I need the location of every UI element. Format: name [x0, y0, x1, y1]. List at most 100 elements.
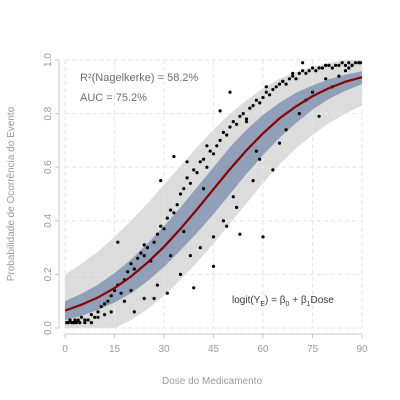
data-point	[78, 321, 82, 325]
data-point	[301, 69, 305, 73]
inner-band-area	[65, 71, 362, 320]
data-point	[165, 291, 169, 295]
data-point	[291, 71, 295, 75]
data-point	[324, 63, 328, 67]
data-point	[327, 63, 331, 67]
r2-annotation: R²(Nagelkerke) = 58.2%	[80, 72, 199, 84]
data-point	[334, 63, 338, 67]
y-axis-title: Probabilidade de Ocorrência do Evento	[6, 106, 17, 281]
data-point	[264, 85, 268, 89]
data-point	[169, 254, 173, 258]
data-point	[103, 302, 107, 306]
data-point	[132, 267, 136, 271]
data-point	[185, 176, 189, 180]
data-point	[235, 205, 239, 209]
data-point	[126, 270, 130, 274]
y-tick-label: 0.0	[43, 321, 54, 335]
data-point	[238, 232, 242, 236]
data-point	[287, 77, 291, 81]
data-point	[251, 179, 255, 183]
data-point	[358, 61, 362, 65]
data-point	[261, 235, 265, 239]
data-point	[254, 149, 258, 153]
data-point	[301, 61, 305, 65]
data-point	[96, 315, 100, 319]
data-point	[116, 240, 120, 244]
data-point	[211, 264, 216, 268]
data-point	[231, 195, 235, 199]
data-point	[182, 187, 186, 191]
data-point	[192, 286, 196, 290]
data-point	[264, 90, 268, 94]
data-point	[244, 117, 249, 121]
data-point	[248, 106, 252, 110]
data-point	[251, 104, 255, 108]
data-point	[109, 310, 113, 314]
data-point	[271, 168, 275, 172]
data-point	[307, 69, 311, 73]
data-point	[152, 240, 156, 244]
data-point	[119, 291, 123, 295]
data-point	[337, 74, 341, 78]
data-point	[340, 61, 344, 65]
data-point	[297, 71, 301, 75]
data-point	[284, 82, 288, 86]
data-point	[324, 77, 328, 81]
data-point	[231, 120, 235, 124]
data-point	[205, 165, 209, 169]
formula-lhs: logit(Y	[232, 295, 261, 306]
data-point	[277, 82, 282, 86]
x-tick-label: 60	[257, 344, 269, 355]
x-tick-label: 30	[158, 344, 170, 355]
data-point	[221, 219, 225, 223]
y-tick-label: 0.6	[43, 160, 54, 174]
data-point	[254, 98, 258, 102]
data-point	[277, 141, 282, 145]
data-point	[76, 318, 80, 322]
data-point	[343, 69, 348, 73]
data-point	[169, 208, 173, 212]
data-point	[172, 211, 176, 215]
data-point	[96, 310, 100, 314]
data-point	[145, 246, 150, 250]
data-point	[86, 318, 90, 322]
data-point	[284, 128, 288, 132]
data-point	[142, 254, 146, 258]
x-tick-label: 45	[208, 344, 220, 355]
data-point	[241, 112, 245, 116]
data-point	[129, 288, 133, 293]
data-point	[291, 74, 295, 78]
data-point	[83, 318, 87, 322]
x-tick-label: 15	[109, 344, 121, 355]
data-point	[310, 90, 315, 94]
formula-lhs-subscript: E	[260, 301, 265, 308]
data-point	[330, 66, 334, 70]
data-point	[178, 272, 183, 276]
data-point	[155, 283, 159, 287]
data-point	[317, 114, 321, 118]
data-point	[178, 192, 183, 196]
inner-confidence-band	[65, 71, 362, 320]
data-point	[192, 168, 196, 172]
data-point	[310, 66, 315, 70]
data-point	[314, 69, 318, 73]
data-point	[188, 181, 192, 185]
data-point	[89, 321, 93, 325]
data-point	[99, 305, 103, 309]
data-point	[297, 112, 301, 116]
data-point	[73, 318, 77, 322]
data-point	[215, 144, 219, 148]
data-point	[320, 66, 324, 70]
data-point	[343, 63, 348, 67]
y-tick-label: 1.0	[43, 53, 54, 67]
data-point	[211, 152, 216, 156]
data-point	[347, 61, 351, 65]
data-point	[122, 299, 126, 303]
x-tick-label: 90	[356, 344, 368, 355]
data-point	[93, 315, 97, 319]
data-point	[66, 321, 70, 325]
x-axis-title: Dose do Medicamento	[162, 376, 262, 387]
data-point	[155, 232, 159, 236]
formula-beta1-subscript: 1	[307, 301, 311, 308]
